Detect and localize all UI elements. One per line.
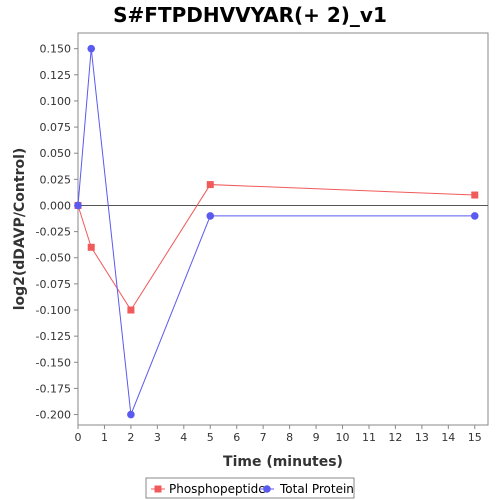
y-tick-label: 0.125 <box>40 69 72 82</box>
data-point <box>74 201 82 210</box>
y-tick-label: -0.050 <box>36 252 71 265</box>
y-tick-label: 0.050 <box>40 147 72 160</box>
x-tick-label: 8 <box>286 431 293 444</box>
x-tick-label: 10 <box>336 431 350 444</box>
y-tick-label: 0.150 <box>40 43 72 56</box>
data-point <box>206 212 215 220</box>
legend-marker <box>263 485 271 493</box>
legend-label: Total Protein <box>279 482 354 496</box>
data-point <box>87 243 95 251</box>
legend-label: Phosphopeptide <box>169 482 266 496</box>
x-tick-label: 5 <box>207 431 214 444</box>
x-tick-label: 7 <box>260 431 267 444</box>
x-tick-label: 15 <box>468 431 482 444</box>
data-point <box>87 44 96 53</box>
series-group <box>74 44 479 419</box>
legend-marker <box>154 485 162 493</box>
y-tick-label: 0.025 <box>40 173 72 186</box>
y-tick-label: -0.125 <box>36 330 71 343</box>
x-tick-label: 3 <box>154 431 161 444</box>
y-tick-label: -0.200 <box>36 409 71 422</box>
y-tick-label: -0.075 <box>36 278 71 291</box>
x-tick-label: 13 <box>415 431 429 444</box>
legend-box <box>145 477 355 499</box>
y-tick-label: -0.175 <box>36 382 71 395</box>
data-point <box>470 212 479 220</box>
x-tick-label: 1 <box>101 431 108 444</box>
data-point <box>471 191 479 199</box>
y-tick-label: -0.150 <box>36 356 71 369</box>
y-tick-label: 0.075 <box>40 121 72 134</box>
y-axis: 0.150 0.125 0.100 0.075 0.050 0.025 0.000 -0.02… <box>36 43 78 422</box>
x-tick-label: 14 <box>441 431 455 444</box>
data-point <box>127 410 135 419</box>
y-tick-label: 0.000 <box>40 199 72 212</box>
x-tick-label: 2 <box>127 431 134 444</box>
x-tick-label: 11 <box>362 431 376 444</box>
x-tick-label: 4 <box>180 431 187 444</box>
legend-item: Phosphopeptide <box>151 482 266 496</box>
y-tick-label: -0.100 <box>36 304 71 317</box>
y-tick-label: 0.100 <box>40 95 72 108</box>
y-axis-label: log2(dDAVP/Control) <box>12 148 28 311</box>
plot-area <box>77 32 489 426</box>
legend: Phosphopeptide Total Protein <box>145 477 355 499</box>
series-total-protein <box>74 44 479 419</box>
legend-item: Total Protein <box>260 482 354 496</box>
data-point <box>127 306 135 314</box>
x-axis-label: Time (minutes) <box>223 454 343 470</box>
x-tick-label: 9 <box>313 431 320 444</box>
x-tick-label: 12 <box>388 431 402 444</box>
chart-title: S#FTPDHVVYAR(+ 2)_v1 <box>113 3 387 27</box>
x-axis: 0 1 2 3 4 5 6 7 8 9 10 11 12 13 14 15 <box>75 425 482 444</box>
data-point <box>206 181 214 189</box>
y-tick-label: -0.025 <box>36 226 71 239</box>
x-tick-label: 6 <box>233 431 240 444</box>
x-tick-label: 0 <box>75 431 82 444</box>
